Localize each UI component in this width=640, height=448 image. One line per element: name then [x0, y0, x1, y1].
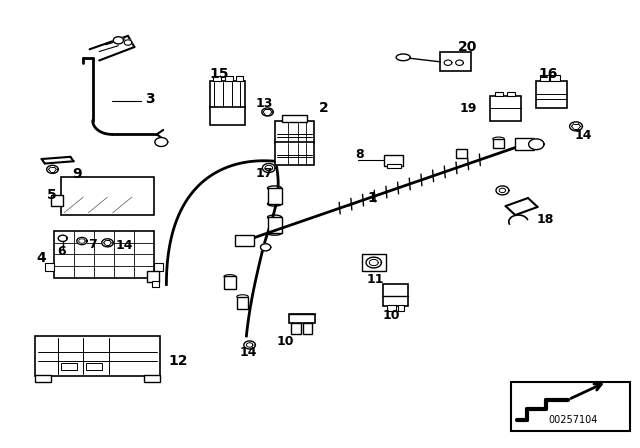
- Bar: [387, 305, 396, 311]
- Ellipse shape: [493, 137, 504, 141]
- Text: 10: 10: [383, 309, 400, 323]
- Text: 00257104: 00257104: [548, 415, 598, 425]
- Polygon shape: [496, 186, 509, 195]
- Text: 18: 18: [536, 213, 554, 226]
- Text: 2: 2: [319, 101, 328, 116]
- Ellipse shape: [268, 231, 282, 235]
- Polygon shape: [366, 257, 381, 268]
- Text: 12: 12: [168, 353, 188, 368]
- Bar: [152, 281, 159, 287]
- Text: 9: 9: [72, 167, 82, 181]
- Polygon shape: [58, 235, 67, 241]
- Polygon shape: [113, 37, 124, 44]
- Bar: [398, 305, 404, 311]
- Bar: [490, 96, 521, 121]
- Bar: [495, 92, 503, 96]
- Bar: [362, 254, 386, 271]
- Bar: [440, 52, 471, 71]
- Text: 7: 7: [88, 237, 97, 251]
- Text: 16: 16: [539, 67, 558, 81]
- Polygon shape: [124, 40, 132, 45]
- Bar: [268, 188, 282, 204]
- Bar: [144, 375, 160, 382]
- Polygon shape: [102, 239, 113, 247]
- Ellipse shape: [268, 202, 282, 206]
- Bar: [147, 271, 159, 282]
- Bar: [540, 75, 549, 81]
- Bar: [224, 276, 236, 289]
- Polygon shape: [499, 188, 506, 193]
- Bar: [536, 81, 567, 108]
- Text: 19: 19: [460, 102, 477, 116]
- Polygon shape: [246, 343, 253, 347]
- Bar: [493, 139, 504, 148]
- Bar: [237, 297, 248, 309]
- Polygon shape: [260, 244, 271, 251]
- Polygon shape: [262, 164, 275, 172]
- Bar: [213, 76, 221, 81]
- Ellipse shape: [268, 215, 282, 220]
- Bar: [225, 76, 233, 81]
- Bar: [236, 76, 243, 81]
- Polygon shape: [444, 60, 452, 65]
- Text: 11: 11: [366, 273, 383, 286]
- Polygon shape: [47, 165, 58, 173]
- Bar: [387, 164, 401, 168]
- Polygon shape: [529, 139, 544, 150]
- Polygon shape: [155, 138, 168, 146]
- Ellipse shape: [224, 275, 236, 278]
- Bar: [61, 177, 154, 215]
- Bar: [35, 336, 160, 376]
- Text: 14: 14: [240, 346, 257, 359]
- Polygon shape: [77, 237, 87, 245]
- Text: 17: 17: [256, 167, 273, 180]
- Ellipse shape: [268, 186, 282, 190]
- Text: 15: 15: [210, 67, 229, 81]
- Bar: [282, 115, 307, 122]
- Polygon shape: [570, 122, 582, 131]
- Bar: [154, 263, 163, 271]
- Bar: [275, 121, 314, 143]
- Bar: [515, 138, 534, 150]
- Text: 14: 14: [115, 238, 132, 252]
- Bar: [289, 314, 315, 323]
- Bar: [303, 323, 312, 334]
- Bar: [86, 363, 102, 370]
- Text: 13: 13: [256, 96, 273, 110]
- Bar: [61, 363, 77, 370]
- Bar: [51, 195, 63, 206]
- Polygon shape: [456, 60, 463, 65]
- Ellipse shape: [396, 54, 410, 61]
- Bar: [35, 375, 51, 382]
- Bar: [45, 263, 54, 271]
- Text: 8: 8: [355, 148, 364, 161]
- Bar: [291, 323, 301, 334]
- Polygon shape: [265, 165, 273, 171]
- Bar: [210, 81, 245, 108]
- Text: 1: 1: [367, 191, 377, 205]
- Bar: [235, 235, 254, 246]
- Bar: [383, 284, 408, 306]
- Polygon shape: [262, 108, 273, 116]
- Bar: [54, 231, 154, 278]
- Bar: [507, 92, 515, 96]
- Polygon shape: [369, 259, 378, 266]
- Bar: [384, 155, 403, 166]
- Bar: [210, 107, 245, 125]
- Text: 3: 3: [145, 92, 154, 107]
- Text: 10: 10: [276, 335, 294, 348]
- Bar: [456, 149, 467, 158]
- Text: 5: 5: [47, 188, 56, 202]
- Bar: [275, 142, 314, 165]
- Text: 6: 6: [58, 245, 66, 258]
- Ellipse shape: [237, 295, 248, 298]
- Text: 4: 4: [36, 250, 46, 265]
- Bar: [511, 382, 630, 431]
- Polygon shape: [244, 341, 255, 349]
- Bar: [268, 217, 282, 233]
- Polygon shape: [79, 239, 85, 243]
- Text: 20: 20: [458, 40, 477, 54]
- Bar: [550, 75, 560, 81]
- Text: 14: 14: [575, 129, 592, 142]
